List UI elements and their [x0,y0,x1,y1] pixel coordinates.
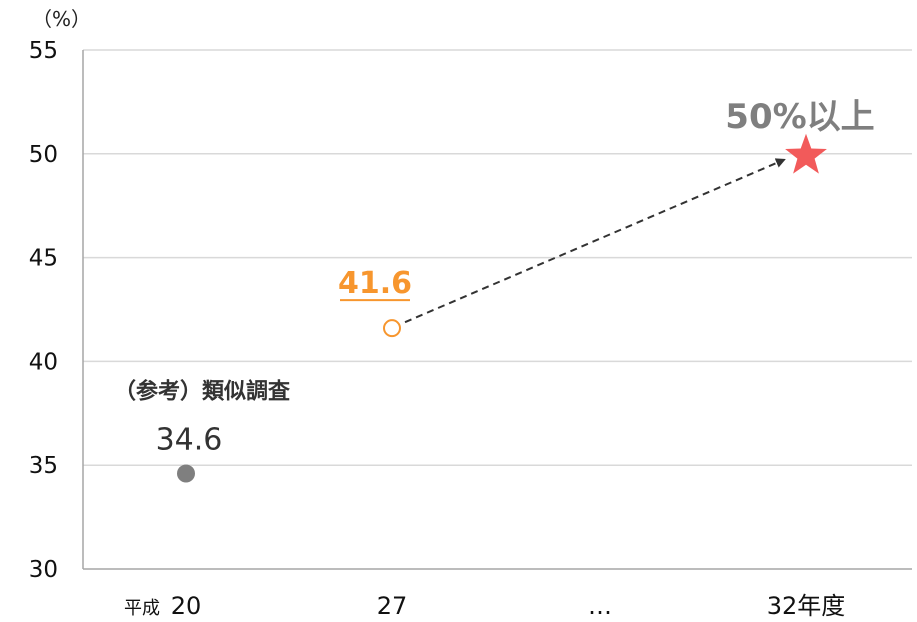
x-tick-labels: 20 平成 27 … 32年度 [124,592,845,620]
y-tick-label: 55 [29,38,58,64]
x-tick-label: 32年度 [767,592,846,620]
x-tick-prefix: 平成 [124,598,160,619]
data-point-27 [383,319,401,338]
y-tick-label: 50 [29,142,58,168]
y-unit-label: （%） [32,7,91,31]
trend-arrow-layer [404,158,786,324]
axes [82,50,912,570]
y-tick-label: 45 [29,246,58,272]
data-label-27: 41.6 [338,266,412,301]
data-label-20: 34.6 [156,423,223,458]
trend-arrow [404,158,786,324]
grid-lines [83,49,912,466]
data-points: 34.6 （参考）類似調査 41.6 50%以上 [114,97,875,483]
y-tick-labels: 30 35 40 45 50 55 [29,38,58,583]
data-point-20 [177,464,195,483]
x-tick-label: 20 [171,592,202,620]
target-star [785,133,827,174]
y-tick-label: 30 [29,557,58,583]
target-label: 50%以上 [725,97,874,137]
x-tick-label: … [588,592,612,620]
y-tick-label: 35 [29,453,58,479]
y-tick-label: 40 [29,349,58,375]
point-note: （参考）類似調査 [114,379,291,405]
x-tick-label: 27 [377,592,408,620]
